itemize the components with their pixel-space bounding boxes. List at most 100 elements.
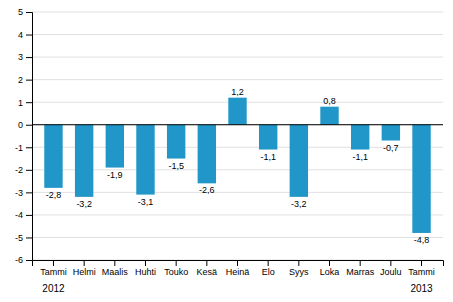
bar	[75, 125, 93, 197]
grid-line	[32, 147, 443, 148]
grid	[32, 12, 443, 260]
x-tick-mark	[421, 260, 422, 266]
y-tick: 4	[18, 30, 32, 40]
x-tick-label: Huhti	[135, 267, 156, 277]
data-label: -4,8	[414, 235, 430, 245]
x-tick-mark	[176, 260, 177, 266]
x-tick-mark	[206, 260, 207, 266]
y-axis: -6 -5 -4 -3 -2 -1 0 1 2 3 4 5	[15, 7, 33, 265]
x-tick-label: Helmi	[73, 267, 96, 277]
x-tick: Huhti	[135, 260, 156, 277]
x-tick: Tammi	[40, 260, 67, 277]
x-tick: Helmi	[73, 260, 96, 277]
x-tick-label: Tammi	[408, 267, 435, 277]
grid-line	[32, 79, 443, 80]
data-label: 1,2	[231, 87, 244, 97]
x-tick: Maalis	[102, 260, 129, 277]
y-tick-label: -4	[15, 210, 23, 220]
y-tick-label: -2	[15, 165, 23, 175]
grid-line	[32, 237, 443, 238]
plot-area	[32, 98, 443, 233]
x-tick-mark	[360, 260, 361, 266]
y-tick: -3	[15, 188, 32, 198]
bar	[167, 125, 185, 159]
y-tick-label: 4	[18, 30, 23, 40]
bar	[412, 125, 430, 233]
data-label: -1,1	[352, 152, 368, 162]
x-tick: Joulu	[380, 260, 402, 277]
data-label: -3,2	[76, 199, 92, 209]
y-tick: -1	[15, 143, 32, 153]
axis-line	[26, 13, 33, 261]
y-tick: -5	[15, 233, 32, 243]
bar	[320, 107, 338, 125]
y-tick: -4	[15, 210, 32, 220]
data-label: 0,8	[323, 96, 336, 106]
y-tick-mark	[26, 260, 32, 261]
annotation: 2012	[42, 283, 65, 294]
x-tick: Loka	[320, 260, 340, 277]
x-tick: Elo	[262, 260, 275, 277]
bar	[228, 98, 246, 125]
data-label: -3,2	[291, 199, 307, 209]
data-label: -1,5	[168, 161, 184, 171]
data-label: -0,7	[383, 143, 399, 153]
y-tick-mark	[26, 80, 32, 81]
x-tick: Syys	[289, 260, 309, 277]
y-tick-mark	[26, 192, 32, 193]
x-tick-label: Kesä	[197, 267, 218, 277]
y-tick: 2	[18, 75, 32, 85]
y-tick-label: -5	[15, 233, 23, 243]
x-tick-label: Loka	[320, 267, 340, 277]
x-tick-mark	[145, 260, 146, 266]
x-tick-label: Heinä	[226, 267, 250, 277]
data-label: -1,9	[107, 170, 123, 180]
grid-line	[32, 214, 443, 215]
y-tick-label: 2	[18, 75, 23, 85]
chart-svg: -6 -5 -4 -3 -2 -1 0 1 2 3 4 5 Tammi Helmi Maalis Huhti T…	[0, 0, 453, 302]
x-tick-label: Tammi	[40, 267, 67, 277]
bar	[259, 125, 277, 150]
x-tick: Kesä	[197, 260, 218, 277]
axis-line	[33, 261, 444, 267]
x-tick-label: Joulu	[380, 267, 402, 277]
y-tick: -6	[15, 255, 32, 265]
y-tick: 1	[18, 98, 32, 108]
x-tick: Heinä	[226, 260, 250, 277]
x-tick-mark	[84, 260, 85, 266]
y-tick-label: -3	[15, 188, 23, 198]
data-label: -2,6	[199, 185, 215, 195]
y-tick-mark	[26, 57, 32, 58]
x-tick-mark	[237, 260, 238, 266]
y-tick-mark	[26, 125, 32, 126]
x-tick-mark	[329, 260, 330, 266]
y-tick-label: -6	[15, 255, 23, 265]
bar	[351, 125, 369, 150]
annotation: 2013	[410, 283, 433, 294]
bar	[198, 125, 216, 184]
grid-line	[32, 169, 443, 170]
x-tick-label: Maalis	[102, 267, 129, 277]
x-tick-label: Elo	[262, 267, 275, 277]
y-tick-mark	[26, 237, 32, 238]
y-tick: -2	[15, 165, 32, 175]
y-tick: 5	[18, 7, 32, 17]
y-tick-label: 1	[18, 98, 23, 108]
grid-line	[32, 57, 443, 58]
y-tick-mark	[26, 12, 32, 13]
y-tick-label: -1	[15, 143, 23, 153]
x-tick: Touko	[164, 260, 188, 277]
y-tick-label: 0	[18, 120, 23, 130]
grid-line	[32, 124, 443, 125]
x-tick-mark	[53, 260, 54, 266]
x-tick-label: Touko	[164, 267, 188, 277]
y-tick-label: 3	[18, 52, 23, 62]
grid-line	[32, 12, 443, 13]
annotations: 2012 2013	[42, 283, 433, 294]
bar	[106, 125, 124, 168]
y-tick-mark	[26, 170, 32, 171]
y-tick: 0	[18, 120, 32, 130]
data-label: -3,1	[138, 197, 154, 207]
x-tick-mark	[114, 260, 115, 266]
bar	[290, 125, 308, 197]
